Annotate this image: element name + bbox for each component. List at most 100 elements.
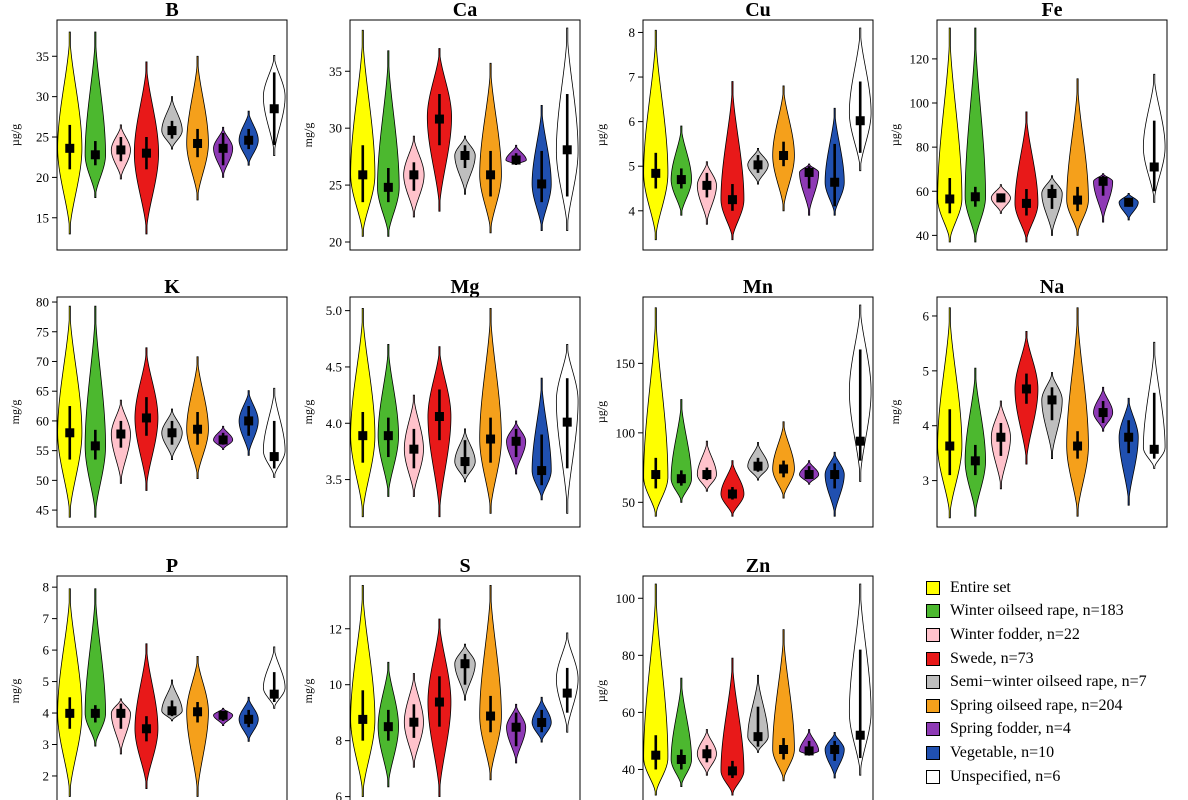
iqr-bar	[833, 143, 836, 207]
median-marker	[945, 441, 955, 451]
y-tick-label: 7	[43, 611, 50, 626]
median-marker	[167, 428, 177, 438]
median-marker	[193, 138, 203, 148]
median-marker	[460, 150, 470, 160]
y-tick-label: 45	[36, 503, 49, 518]
legend-label: Spring oilseed rape, n=204	[950, 696, 1123, 714]
violin-fe-1	[937, 27, 963, 243]
median-marker	[1098, 408, 1108, 418]
median-marker	[116, 145, 126, 155]
median-marker	[90, 150, 100, 160]
plot-frame	[349, 575, 581, 800]
y-tick-label: 20	[36, 170, 49, 185]
median-marker	[779, 744, 789, 754]
median-marker	[1047, 188, 1057, 198]
median-marker	[727, 766, 737, 776]
y-axis-label: mg/g	[301, 400, 315, 425]
median-marker	[753, 461, 763, 471]
median-marker	[1124, 197, 1134, 207]
panel-b: B 15 20 25 30 35 µg/g	[8, 0, 288, 251]
median-marker	[90, 441, 100, 451]
iqr-bar	[858, 349, 862, 461]
median-marker	[830, 744, 840, 754]
y-axis-label: µg/g	[594, 401, 608, 423]
violin-zn-6	[772, 629, 795, 782]
panel-zn: Zn 40 60 80 100 µg/g	[594, 555, 874, 800]
y-tick-label: 40	[622, 762, 635, 777]
y-tick-label: 4	[43, 706, 50, 721]
y-tick-label: 80	[36, 295, 49, 310]
iqr-bar	[807, 166, 811, 189]
y-tick-label: 8	[336, 733, 343, 748]
y-axis-label: mg/g	[301, 123, 315, 148]
violin-mn-2	[670, 399, 692, 503]
median-marker	[269, 104, 279, 114]
violin-fe-2	[964, 27, 986, 243]
median-marker	[511, 155, 521, 165]
median-marker	[970, 192, 980, 202]
legend-swatch	[926, 651, 940, 666]
legend-item: Vegetable, n=10	[926, 741, 1188, 765]
iqr-bar	[272, 420, 276, 469]
median-marker	[358, 170, 368, 180]
median-marker	[651, 750, 661, 760]
legend-swatch	[926, 698, 940, 713]
median-marker	[537, 466, 547, 476]
violin-b-6	[186, 55, 209, 201]
y-tick-label: 50	[622, 495, 635, 510]
violin-cu-4	[720, 81, 745, 241]
legend-item: Unspecified, n=6	[926, 765, 1188, 789]
y-tick-label: 60	[622, 705, 635, 720]
violin-na-2	[964, 367, 986, 517]
median-marker	[460, 659, 470, 669]
median-marker	[486, 434, 496, 444]
median-marker	[511, 722, 521, 732]
violin-p-2	[84, 588, 106, 747]
median-marker	[1124, 432, 1134, 442]
legend-swatch	[926, 769, 940, 784]
y-tick-label: 10	[329, 677, 342, 692]
median-marker	[996, 193, 1006, 203]
legend-label: Winter oilseed rape, n=183	[950, 602, 1124, 620]
median-marker	[434, 114, 444, 124]
violin-mn-6	[772, 421, 795, 499]
median-marker	[1021, 198, 1031, 208]
y-tick-label: 3	[923, 473, 930, 488]
legend: Entire set Winter oilseed rape, n=183 Wint…	[926, 576, 1188, 788]
median-marker	[537, 717, 547, 727]
legend-label: Swede, n=73	[950, 649, 1034, 667]
iqr-bar	[858, 649, 862, 759]
median-marker	[702, 470, 712, 480]
median-marker	[358, 431, 368, 441]
plot-frame	[642, 296, 874, 528]
iqr-bar	[272, 672, 276, 703]
median-marker	[65, 708, 75, 718]
median-marker	[434, 412, 444, 422]
violin-ca-2	[377, 50, 400, 237]
panel-s: S 6 8 10 12 mg/g	[301, 555, 581, 800]
panel-k: K 45 50 55 60 65 70 75 80 mg/g	[8, 276, 288, 528]
median-marker	[1021, 384, 1031, 394]
y-tick-label: 70	[36, 354, 49, 369]
median-marker	[702, 180, 712, 190]
median-marker	[855, 436, 865, 446]
violin-mn-1	[643, 307, 669, 517]
median-marker	[804, 746, 814, 756]
y-tick-label: 4	[629, 203, 636, 218]
plot-frame	[936, 19, 1168, 251]
median-marker	[167, 126, 177, 136]
median-marker	[167, 706, 177, 716]
violin-ca-6	[479, 62, 502, 234]
median-marker	[702, 749, 712, 759]
y-axis-label: mg/g	[301, 679, 315, 704]
legend-swatch	[926, 675, 940, 690]
panel-title: Cu	[745, 0, 771, 21]
median-marker	[409, 170, 419, 180]
iqr-bar	[1152, 392, 1156, 459]
iqr-bar	[540, 434, 543, 486]
legend-swatch	[926, 745, 940, 760]
y-axis-label: µg/g	[594, 124, 608, 146]
y-axis-label: mg/g	[888, 400, 902, 425]
median-marker	[193, 707, 203, 717]
